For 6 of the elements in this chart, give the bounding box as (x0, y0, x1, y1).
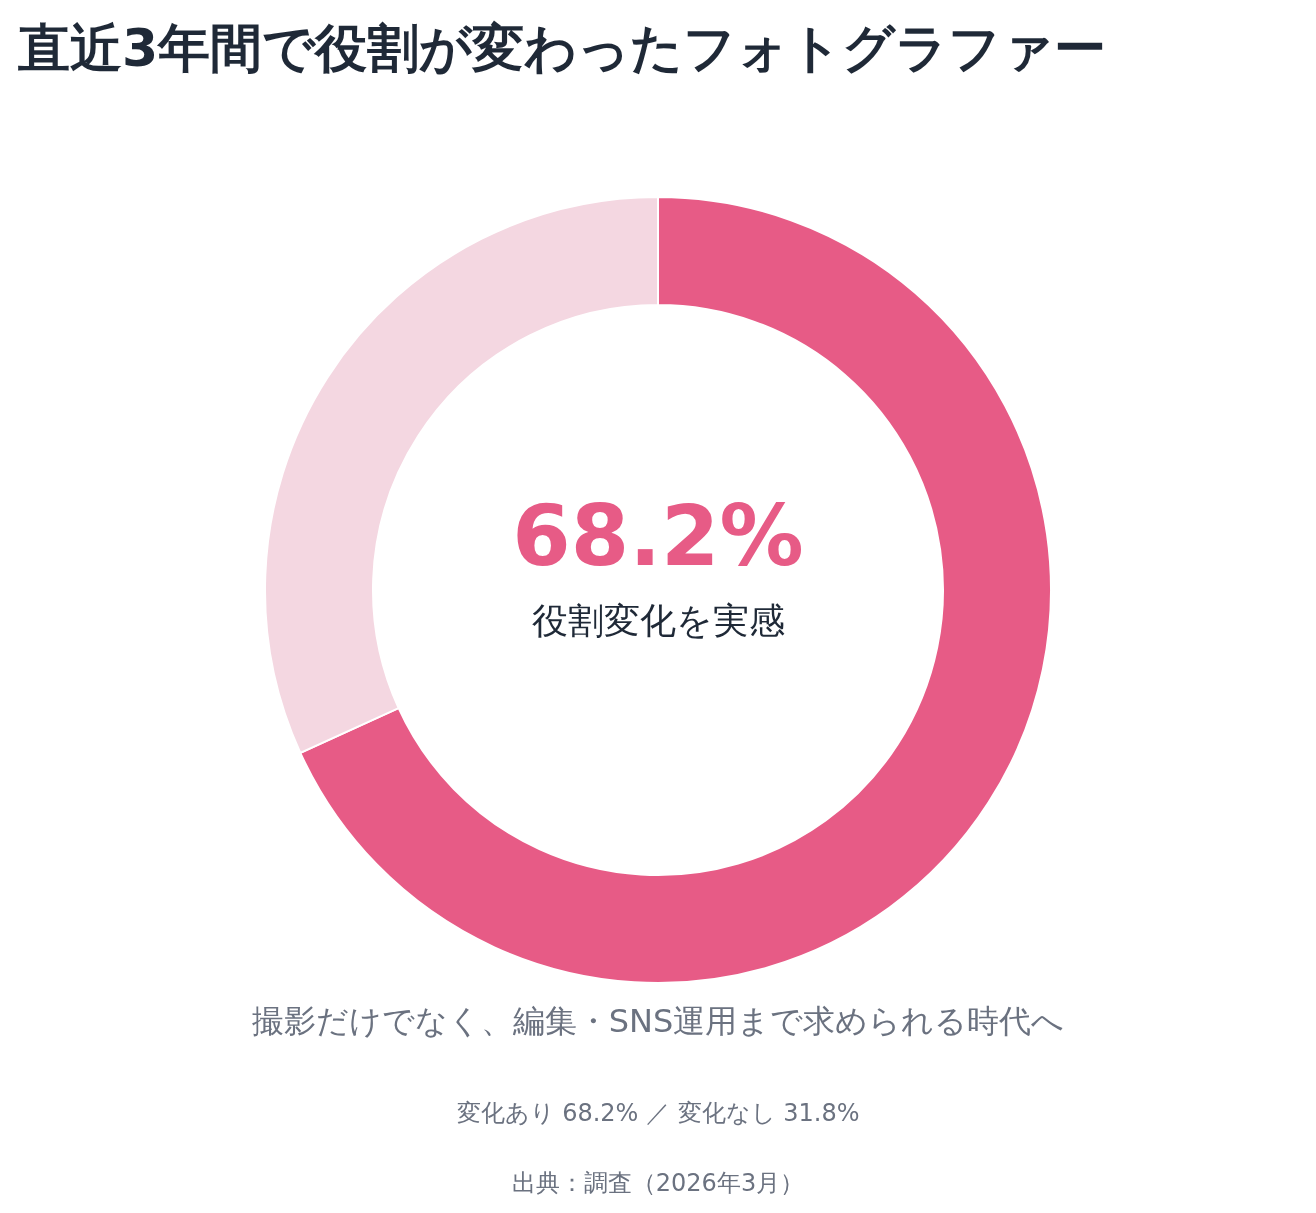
text: 撮影だけでなく、編集・SNS運用まで求められる時代へ (251, 1002, 1065, 1040)
text: 役割変化を実感 (531, 600, 785, 641)
text: 変化あり 68.2% ／ 変化なし 31.8% (456, 1099, 860, 1127)
source-note: 出典：調査（2026年3月） (511, 1169, 805, 1197)
chart-title: 直近3年間で役割が変わったフォトグラファー (17, 18, 1107, 78)
text: 68.2% (512, 487, 804, 585)
